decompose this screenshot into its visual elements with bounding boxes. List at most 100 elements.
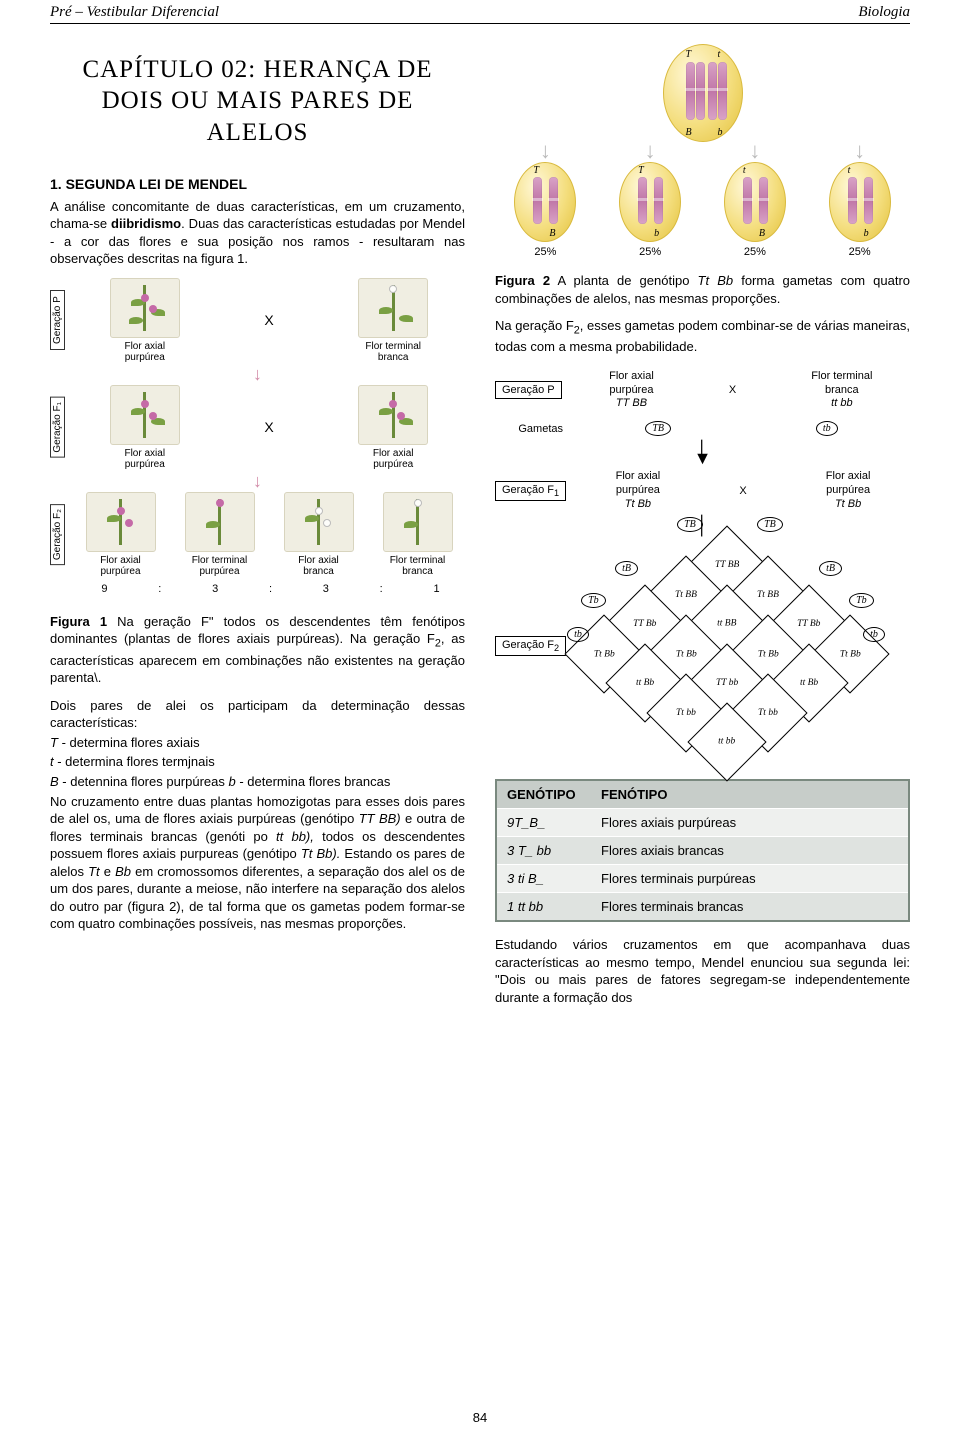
parent-left: Flor axial purpúrea TT BB xyxy=(609,370,654,411)
chapter-title: CAPÍTULO 02: HERANÇA DE DOIS OU MAIS PAR… xyxy=(50,54,465,148)
plant-axial-purple xyxy=(110,278,180,338)
gen-f2-label: Geração F₂ xyxy=(50,504,65,565)
gametas-label: Gametas xyxy=(495,423,563,435)
td-genotype: 3 T_ bb xyxy=(496,837,591,865)
pl-line: Flor axial xyxy=(609,370,654,384)
parent-cell: T t B b xyxy=(663,44,743,142)
gamete-oval: TB xyxy=(757,517,783,532)
gamete-pct: 25% xyxy=(514,246,576,258)
pl-genotype: Tt Bb xyxy=(616,498,661,512)
paragraph-second-law: Estudando vários cruzamentos em que acom… xyxy=(495,936,910,1006)
arrow-icon: ↓ xyxy=(50,476,465,492)
ratio-val: 9 xyxy=(101,583,107,595)
pl-genotype: Tt Bb xyxy=(826,498,871,512)
paragraph-alleles-intro: Dois pares de alei os participam da dete… xyxy=(50,697,465,732)
arrow-icon: ↓ xyxy=(50,369,465,385)
gen-p-box: Geração P xyxy=(495,381,562,399)
td-phenotype: Flores axiais purpúreas xyxy=(591,809,909,837)
figure-2-caption: Figura 2 A planta de genótipo Tt Bb form… xyxy=(495,272,910,307)
pl-genotype: tt bb xyxy=(811,397,872,411)
allele-label: b xyxy=(718,127,723,138)
page-number: 84 xyxy=(473,1410,487,1425)
left-column: CAPÍTULO 02: HERANÇA DE DOIS OU MAIS PAR… xyxy=(50,34,465,1017)
ratio-val: 3 xyxy=(323,583,329,595)
allele-line: T - determina flores axiais xyxy=(50,734,465,752)
arrow-icon: ↓ xyxy=(829,146,891,162)
gamete-pct: 25% xyxy=(829,246,891,258)
gamete-oval: Tb xyxy=(849,593,874,608)
td-phenotype: Flores axiais brancas xyxy=(591,837,909,865)
gen-f1-box: Geração F1 xyxy=(495,481,566,501)
gamete-cell: ↓TB25% xyxy=(514,158,576,258)
plant-label: Flor axialpurpúrea xyxy=(353,448,433,470)
gamete-pct: 25% xyxy=(619,246,681,258)
cross-diagram: Geração P Flor axial purpúrea TT BB X Fl… xyxy=(495,370,910,762)
plant-label: Flor axialpurpúrea xyxy=(105,341,185,363)
pl-line: Flor axial xyxy=(826,470,871,484)
plant-axial-purple xyxy=(358,385,428,445)
pl-line: Flor axial xyxy=(616,470,661,484)
th-fenotipo: FENÓTIPO xyxy=(591,780,909,809)
plant-terminal-white xyxy=(383,492,453,552)
f1-left: Flor axial purpúrea Tt Bb xyxy=(616,470,661,511)
arrow-icon: ↓ xyxy=(724,146,786,162)
gamete: tb xyxy=(829,162,891,242)
allele-line: t - determina flores termjnais xyxy=(50,753,465,771)
td-genotype: 9T_B_ xyxy=(496,809,591,837)
pl-line: Flor terminal xyxy=(811,370,872,384)
gamete: tB xyxy=(724,162,786,242)
gamete-oval: tB xyxy=(819,561,842,576)
paragraph-intro: A análise concomitante de duas caracterí… xyxy=(50,198,465,268)
plant-terminal-white xyxy=(358,278,428,338)
plant-axial-purple xyxy=(86,492,156,552)
figure-1: Geração P Flor axialpurpúrea xyxy=(50,278,465,595)
paragraph-cross-explain: No cruzamento entre duas plantas homozig… xyxy=(50,793,465,933)
header-left: Pré – Vestibular Diferencial xyxy=(50,4,219,21)
th-genotipo: GENÓTIPO xyxy=(496,780,591,809)
arrow-icon: ↓ xyxy=(619,146,681,162)
gamete-oval: tB xyxy=(615,561,638,576)
plant-axial-purple xyxy=(110,385,180,445)
page-header: Pré – Vestibular Diferencial Biologia xyxy=(50,0,910,24)
header-right: Biologia xyxy=(858,4,910,21)
plant-label: Flor axialpurpúrea xyxy=(105,448,185,470)
plant-terminal-purple xyxy=(185,492,255,552)
section-heading: 1. SEGUNDA LEI DE MENDEL xyxy=(50,176,465,192)
plant-axial-white xyxy=(284,492,354,552)
gamete: TB xyxy=(514,162,576,242)
td-genotype: 3 ti B_ xyxy=(496,865,591,893)
td-phenotype: Flores terminais purpúreas xyxy=(591,865,909,893)
pl-line: purpúrea xyxy=(609,384,654,398)
f1-right: Flor axial purpúrea Tt Bb xyxy=(826,470,871,511)
arrow-icon: │▼ xyxy=(495,446,910,462)
gamete-cell: ↓tb25% xyxy=(829,158,891,258)
cross-symbol: X xyxy=(264,312,273,328)
pl-genotype: TT BB xyxy=(609,397,654,411)
plant-label: Flor axialbranca xyxy=(283,555,355,577)
pl-line: purpúrea xyxy=(826,484,871,498)
allele-label: B xyxy=(686,127,692,138)
ratio-val: 3 xyxy=(212,583,218,595)
gamete-oval: tb xyxy=(863,627,885,642)
ratio-val: 1 xyxy=(433,583,439,595)
allele-line: B - detennina flores purpúreas b - deter… xyxy=(50,773,465,791)
right-column: T t B b ↓TB25%↓Tb25%↓tB25%↓tb25% Figura … xyxy=(495,34,910,1017)
results-table: GENÓTIPO FENÓTIPO 9T_B_Flores axiais pur… xyxy=(495,779,910,922)
figure-1-caption: Figura 1 Na geração F" todos os descende… xyxy=(50,613,465,687)
gamete-oval: TB xyxy=(645,421,671,436)
plant-label: Flor axialpurpúrea xyxy=(85,555,157,577)
gamete-cell: ↓Tb25% xyxy=(619,158,681,258)
arrow-icon: ↓ xyxy=(514,146,576,162)
cross-symbol: X xyxy=(729,384,736,396)
punnett-diamond: TT BBTt BBTt BBTT Bbtt BBTT BbTt BbTt Bb… xyxy=(582,531,872,761)
gen-f1-label: Geração F₁ xyxy=(50,397,65,458)
allele-label: t xyxy=(718,49,721,60)
plant-label: Flor terminalbranca xyxy=(382,555,454,577)
td-phenotype: Flores terminais brancas xyxy=(591,893,909,922)
gamete-oval: Tb xyxy=(581,593,606,608)
pl-line: purpúrea xyxy=(616,484,661,498)
plant-label: Flor terminalbranca xyxy=(353,341,433,363)
gamete-oval: tb xyxy=(816,421,838,436)
cross-symbol: X xyxy=(264,419,273,435)
gamete: Tb xyxy=(619,162,681,242)
